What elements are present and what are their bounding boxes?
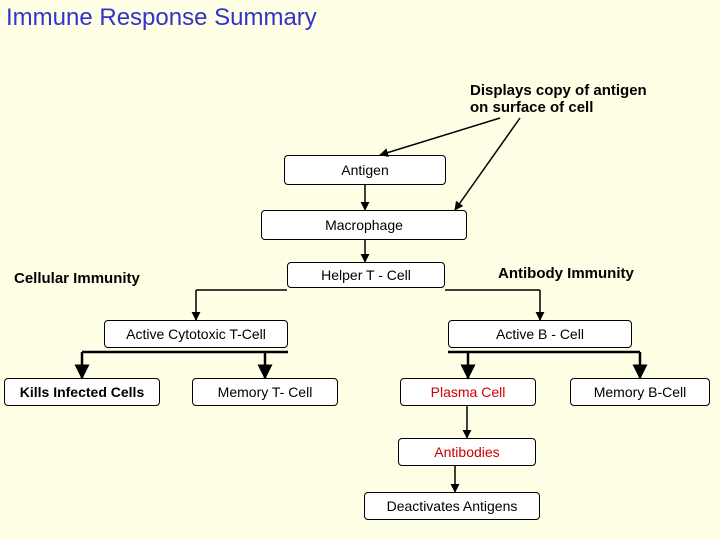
- node-memory-b-cell: Memory B-Cell: [570, 378, 710, 406]
- cellular-immunity-label: Cellular Immunity: [14, 270, 140, 287]
- node-plasma-cell: Plasma Cell: [400, 378, 536, 406]
- node-helper-t-cell: Helper T - Cell: [287, 262, 445, 288]
- diagram-canvas: Immune Response Summary Displays copy of…: [0, 0, 720, 540]
- page-title: Immune Response Summary: [6, 4, 317, 32]
- node-macrophage: Macrophage: [261, 210, 467, 240]
- node-antibodies: Antibodies: [398, 438, 536, 466]
- node-memory-t-cell: Memory T- Cell: [192, 378, 338, 406]
- antibody-immunity-label: Antibody Immunity: [498, 265, 634, 282]
- node-antigen: Antigen: [284, 155, 446, 185]
- node-active-cytotoxic-t: Active Cytotoxic T-Cell: [104, 320, 288, 348]
- callout-label: Displays copy of antigen on surface of c…: [470, 82, 647, 116]
- node-kills-infected-cells: Kills Infected Cells: [4, 378, 160, 406]
- node-deactivates-antigens: Deactivates Antigens: [364, 492, 540, 520]
- node-active-b-cell: Active B - Cell: [448, 320, 632, 348]
